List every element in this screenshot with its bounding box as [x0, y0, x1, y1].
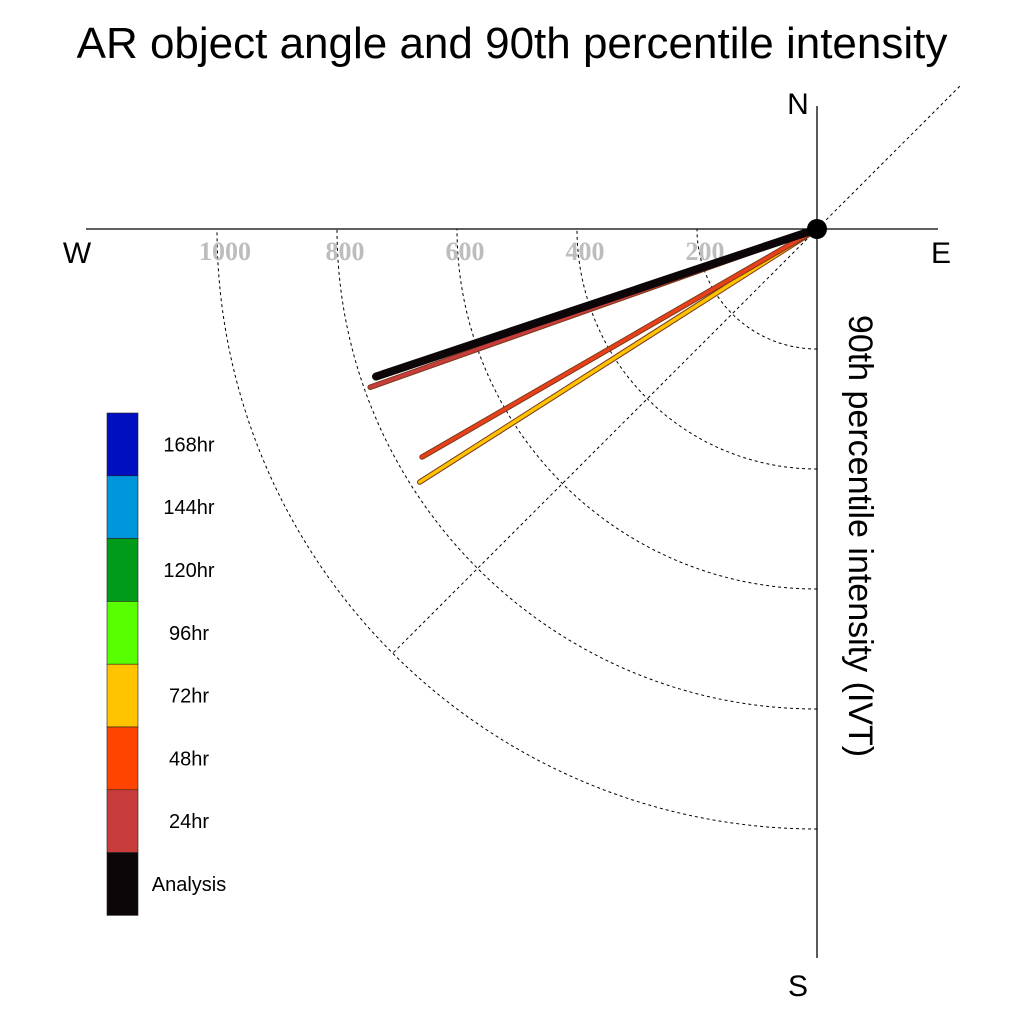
legend-label: 48hr [169, 748, 209, 770]
legend-swatch [106, 663, 139, 728]
compass-north-label: N [787, 88, 809, 121]
vector-72hr [418, 227, 819, 484]
legend-label: 168hr [163, 434, 214, 456]
legend-label: Analysis [152, 874, 226, 896]
legend-swatch [106, 789, 139, 853]
compass-east-label: E [931, 237, 951, 270]
legend-swatch [106, 726, 139, 791]
radial-tick-label: 400 [566, 237, 605, 266]
compass-south-label: S [788, 970, 808, 1003]
radial-tick-label: 1000 [199, 237, 251, 266]
compass-west-label: W [63, 237, 92, 270]
legend-swatch [106, 601, 139, 665]
legend-swatch [106, 475, 139, 539]
legend-swatch [106, 412, 139, 477]
radial-tick-label: 800 [326, 237, 365, 266]
chart-title: AR object angle and 90th percentile inte… [77, 19, 948, 68]
legend-label: 24hr [169, 811, 209, 833]
radial-grid [216, 85, 961, 830]
legend-label: 72hr [169, 686, 209, 708]
origin-marker [807, 219, 827, 239]
legend-label: 120hr [163, 560, 214, 582]
vector-48hr [420, 227, 819, 459]
grid-arc [696, 228, 818, 350]
forecast-legend: 168hr 144hr 120hr 96hr 72hr 48hr 24hr Analysis [106, 412, 226, 916]
grid-arc [576, 228, 818, 470]
legend-swatch [106, 852, 139, 916]
grid-arc [216, 228, 818, 830]
legend-swatch [106, 538, 139, 602]
legend-label: 144hr [163, 497, 214, 519]
grid-arc [456, 228, 818, 590]
vector-analysis [372, 225, 821, 381]
radial-axis-label: 90th percentile intensity (IVT) [841, 315, 879, 757]
diagonal-guide [392, 85, 961, 654]
radial-tick-label: 600 [446, 237, 485, 266]
ar-vectors [367, 225, 821, 485]
legend-label: 96hr [169, 623, 209, 645]
